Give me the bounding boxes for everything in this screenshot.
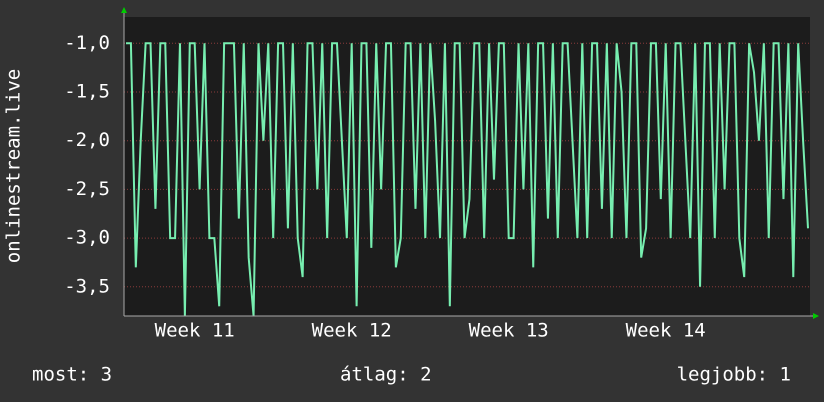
x-arrow: [813, 313, 819, 319]
y-tick-label: -3,0: [64, 227, 110, 249]
x-tick-label: Week 13: [469, 320, 549, 342]
y-axis-label: onlinestream.live: [3, 69, 25, 263]
y-tick-label: -3,5: [64, 275, 110, 297]
y-arrow: [121, 7, 127, 13]
x-tick-label: Week 14: [626, 320, 706, 342]
x-tick-label: Week 12: [312, 320, 392, 342]
y-tick-label: -1,0: [64, 32, 110, 54]
stat-best: legjobb: 1: [677, 364, 791, 386]
data-line: [126, 42, 809, 317]
stat-current: most: 3: [32, 364, 112, 386]
y-tick-label: -2,0: [64, 129, 110, 151]
stat-average: átlag: 2: [340, 364, 432, 386]
x-tick-label: Week 11: [155, 320, 235, 342]
plot-area: [124, 17, 810, 316]
y-tick-label: -2,5: [64, 178, 110, 200]
y-tick-label: -1,5: [64, 80, 110, 102]
